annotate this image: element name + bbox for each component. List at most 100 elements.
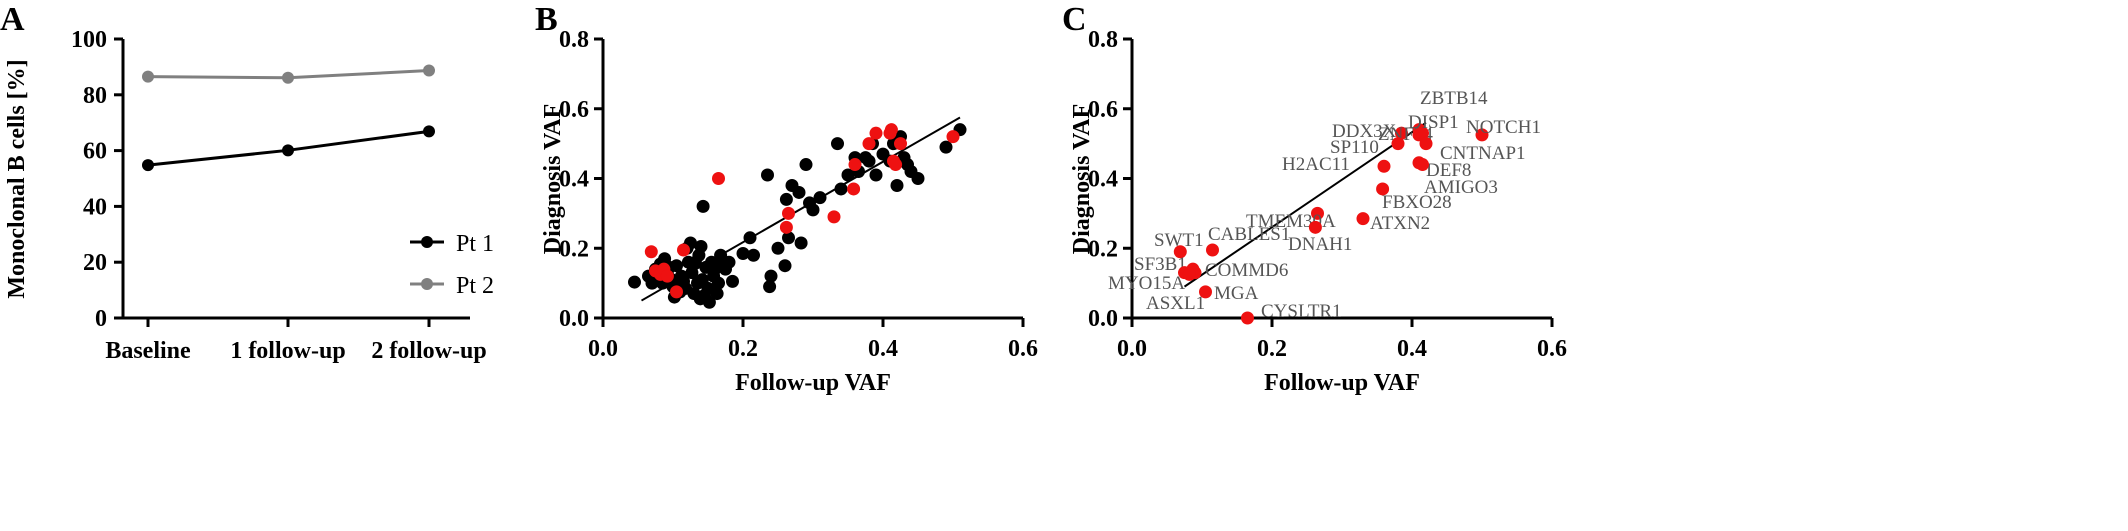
- data-point: [142, 159, 154, 172]
- data-label-sp110: SP110: [1330, 137, 1379, 158]
- panel-c-label: C: [1062, 1, 1087, 38]
- data-point: [722, 255, 736, 269]
- data-point-disp1: [1416, 126, 1429, 140]
- data-label-cntnap1: CNTNAP1: [1440, 143, 1526, 164]
- data-point: [743, 231, 757, 245]
- y-tick-label: 0.4: [559, 167, 589, 193]
- data-point: [702, 295, 716, 309]
- data-point: [677, 243, 690, 257]
- data-point: [747, 248, 760, 262]
- panel-a-y-ticks: 0 20 40 60 80 100: [71, 27, 123, 332]
- x-tick-label: 0.0: [1117, 336, 1147, 362]
- data-point: [282, 144, 294, 157]
- data-label-cables1: CABLES1: [1208, 224, 1290, 245]
- data-point: [763, 280, 777, 294]
- panel-b-plot-area: [628, 116, 967, 309]
- data-point: [834, 182, 848, 196]
- data-label-asxl1: ASXL1: [1146, 293, 1205, 314]
- data-point: [423, 125, 435, 138]
- data-point-amigo3: [1416, 158, 1429, 172]
- legend-marker-pt1: [421, 236, 433, 248]
- data-point-h2ac11: [1377, 159, 1391, 173]
- data-point: [779, 220, 793, 234]
- data-point: [862, 137, 876, 151]
- data-label-mga: MGA: [1214, 283, 1259, 304]
- y-tick-label: 0.8: [1088, 27, 1118, 53]
- panel-a: A Monoclonal B cells [%] 0 20 40 60 80 100 Ba…: [0, 1, 494, 364]
- x-tick-label: 0.0: [588, 336, 618, 362]
- data-point: [710, 287, 724, 301]
- data-label-amigo3: AMIGO3: [1424, 177, 1498, 198]
- panel-c-x-ticks: 0.0 0.2 0.4 0.6: [1117, 318, 1567, 362]
- y-tick-label: 0.4: [1088, 167, 1118, 193]
- data-point: [946, 130, 960, 144]
- panel-a-legend: Pt 1 Pt 2: [410, 231, 494, 299]
- data-point-atxn2: [1356, 212, 1370, 226]
- data-label-ddx3x: DDX3X: [1332, 121, 1397, 142]
- panel-b-y-axis-title: Diagnosis VAF: [540, 104, 566, 255]
- y-tick-label: 20: [83, 250, 107, 276]
- data-point-sp110: [1391, 137, 1405, 151]
- legend-label-pt1: Pt 1: [456, 231, 494, 257]
- data-point-notch1: [1475, 128, 1489, 142]
- data-point: [670, 285, 683, 299]
- data-point: [911, 172, 925, 185]
- panel-b-label: B: [535, 1, 558, 38]
- data-point: [848, 158, 862, 172]
- data-point: [939, 140, 953, 154]
- data-point: [644, 245, 658, 259]
- data-point: [782, 206, 795, 220]
- y-tick-label: 0: [95, 306, 107, 332]
- data-point: [696, 199, 710, 213]
- data-point: [869, 168, 883, 182]
- panel-c-x-axis-title: Follow-up VAF: [1264, 370, 1420, 396]
- y-tick-label: 0.2: [559, 236, 589, 262]
- data-label-cysltr1: CYSLTR1: [1261, 301, 1342, 322]
- data-point-dnah1: [1308, 220, 1322, 234]
- data-point: [764, 269, 778, 283]
- panel-b: B Diagnosis VAF Follow-up VAF 0.00.20.40…: [535, 1, 1038, 396]
- data-point: [282, 71, 294, 84]
- y-tick-label: 0.6: [1088, 97, 1118, 123]
- data-label-notch1: NOTCH1: [1466, 117, 1541, 138]
- data-point: [827, 210, 841, 224]
- data-point: [761, 168, 774, 182]
- data-label-zbtb14: ZBTB14: [1420, 88, 1488, 109]
- data-point: [670, 259, 683, 273]
- y-tick-label: 80: [83, 83, 107, 109]
- data-label-fbxo28: FBXO28: [1382, 192, 1452, 213]
- y-tick-label: 0.2: [1088, 236, 1118, 262]
- data-point: [142, 70, 154, 83]
- x-tick-label: Baseline: [105, 338, 191, 364]
- panel-a-label: A: [0, 1, 25, 38]
- data-point-fbxo28: [1376, 182, 1390, 196]
- legend-item-pt1: Pt 1: [410, 231, 494, 257]
- y-tick-label: 0.8: [559, 27, 589, 53]
- panel-c-y-axis-title: Diagnosis VAF: [1069, 104, 1095, 255]
- data-point-cables1: [1206, 243, 1219, 257]
- legend-marker-pt2: [421, 278, 433, 290]
- data-point: [841, 168, 855, 182]
- data-point: [806, 203, 820, 217]
- panel-c: C Diagnosis VAF Follow-up VAF 0.00.20.40…: [1062, 1, 1567, 396]
- data-label-h2ac11: H2AC11: [1282, 154, 1350, 175]
- data-label-dnah1: DNAH1: [1288, 234, 1352, 255]
- panel-b-y-ticks: 0.0 0.2 0.4 0.6 0.8: [559, 27, 603, 332]
- data-point-tmem30a: [1311, 206, 1324, 220]
- data-point-cntnap1: [1419, 137, 1433, 151]
- data-point-mga: [1199, 285, 1212, 299]
- y-tick-label: 100: [71, 27, 107, 53]
- data-point: [799, 158, 813, 172]
- x-tick-label: 0.4: [868, 336, 898, 362]
- panel-a-y-axis-title: Monoclonal B cells [%]: [4, 59, 30, 298]
- x-tick-label: 0.4: [1397, 336, 1427, 362]
- y-tick-label: 60: [83, 139, 107, 165]
- data-point: [831, 137, 844, 151]
- data-label-def8: DEF8: [1426, 160, 1471, 181]
- data-point-znf24: [1395, 126, 1408, 140]
- y-tick-label: 0.0: [1088, 306, 1118, 332]
- data-point: [694, 240, 708, 254]
- data-point: [889, 158, 903, 172]
